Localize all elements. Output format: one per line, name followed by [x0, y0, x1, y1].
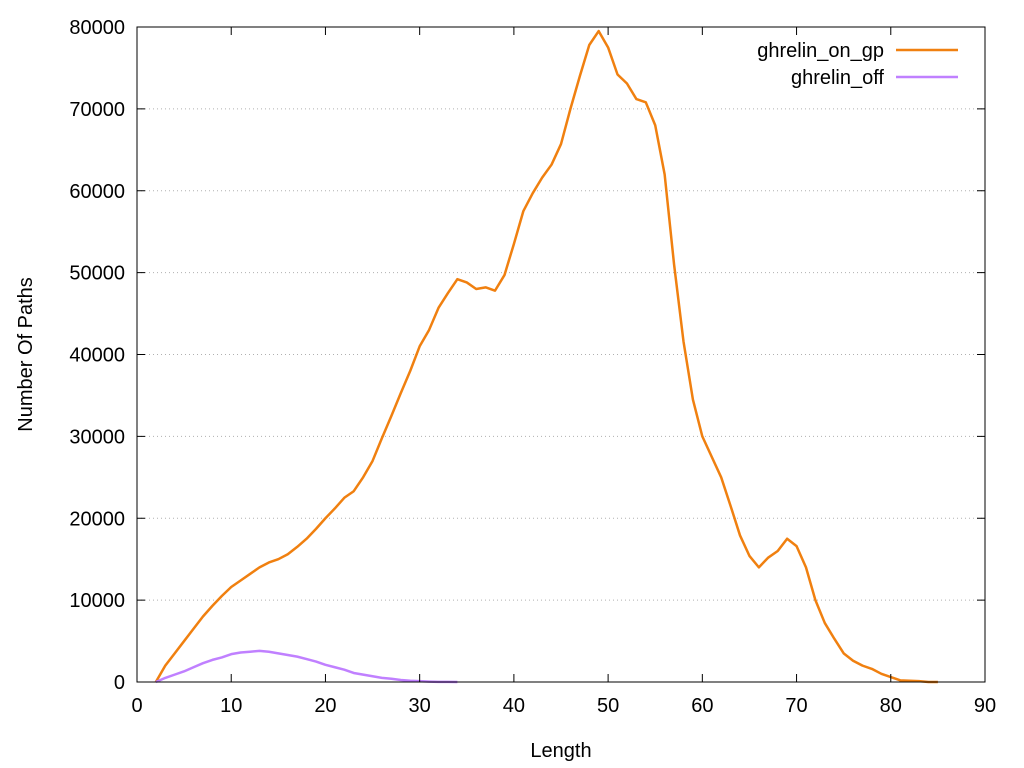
series-line-ghrelin-off — [155, 649, 458, 684]
x-tick-label: 80 — [880, 695, 902, 717]
y-tick-label: 10000 — [69, 590, 125, 612]
y-axis-title: Number Of Paths — [15, 277, 37, 432]
x-tick-label: 60 — [691, 695, 713, 717]
y-tick-label: 20000 — [69, 508, 125, 530]
x-axis-title: Length — [530, 740, 591, 762]
legend-label: ghrelin_on_gp — [757, 40, 884, 62]
x-tick-label: 40 — [503, 695, 525, 717]
series-line-ghrelin-on-gp — [154, 29, 938, 684]
axis-ticks: 0 10 20 30 40 50 60 70 80 90 0 10000 20000 30000 40000… — [69, 17, 996, 717]
y-tick-label: 30000 — [69, 426, 125, 448]
y-tick-label: 80000 — [69, 17, 125, 39]
x-tick-label: 90 — [974, 695, 996, 717]
x-tick-label: 70 — [785, 695, 807, 717]
series-layer — [154, 29, 938, 684]
x-tick-label: 10 — [220, 695, 242, 717]
y-tick-label: 40000 — [69, 345, 125, 367]
grid-lines — [137, 108, 985, 601]
y-tick-label: 50000 — [69, 263, 125, 285]
x-tick-label: 20 — [314, 695, 336, 717]
y-tick-label: 0 — [114, 672, 125, 694]
x-tick-label: 0 — [131, 695, 142, 717]
y-tick-label: 70000 — [69, 99, 125, 121]
y-tick-label: 60000 — [69, 181, 125, 203]
x-tick-label: 30 — [409, 695, 431, 717]
legend-label: ghrelin_off — [791, 67, 884, 89]
legend: ghrelin_on_gp ghrelin_off — [757, 40, 958, 89]
x-tick-label: 50 — [597, 695, 619, 717]
